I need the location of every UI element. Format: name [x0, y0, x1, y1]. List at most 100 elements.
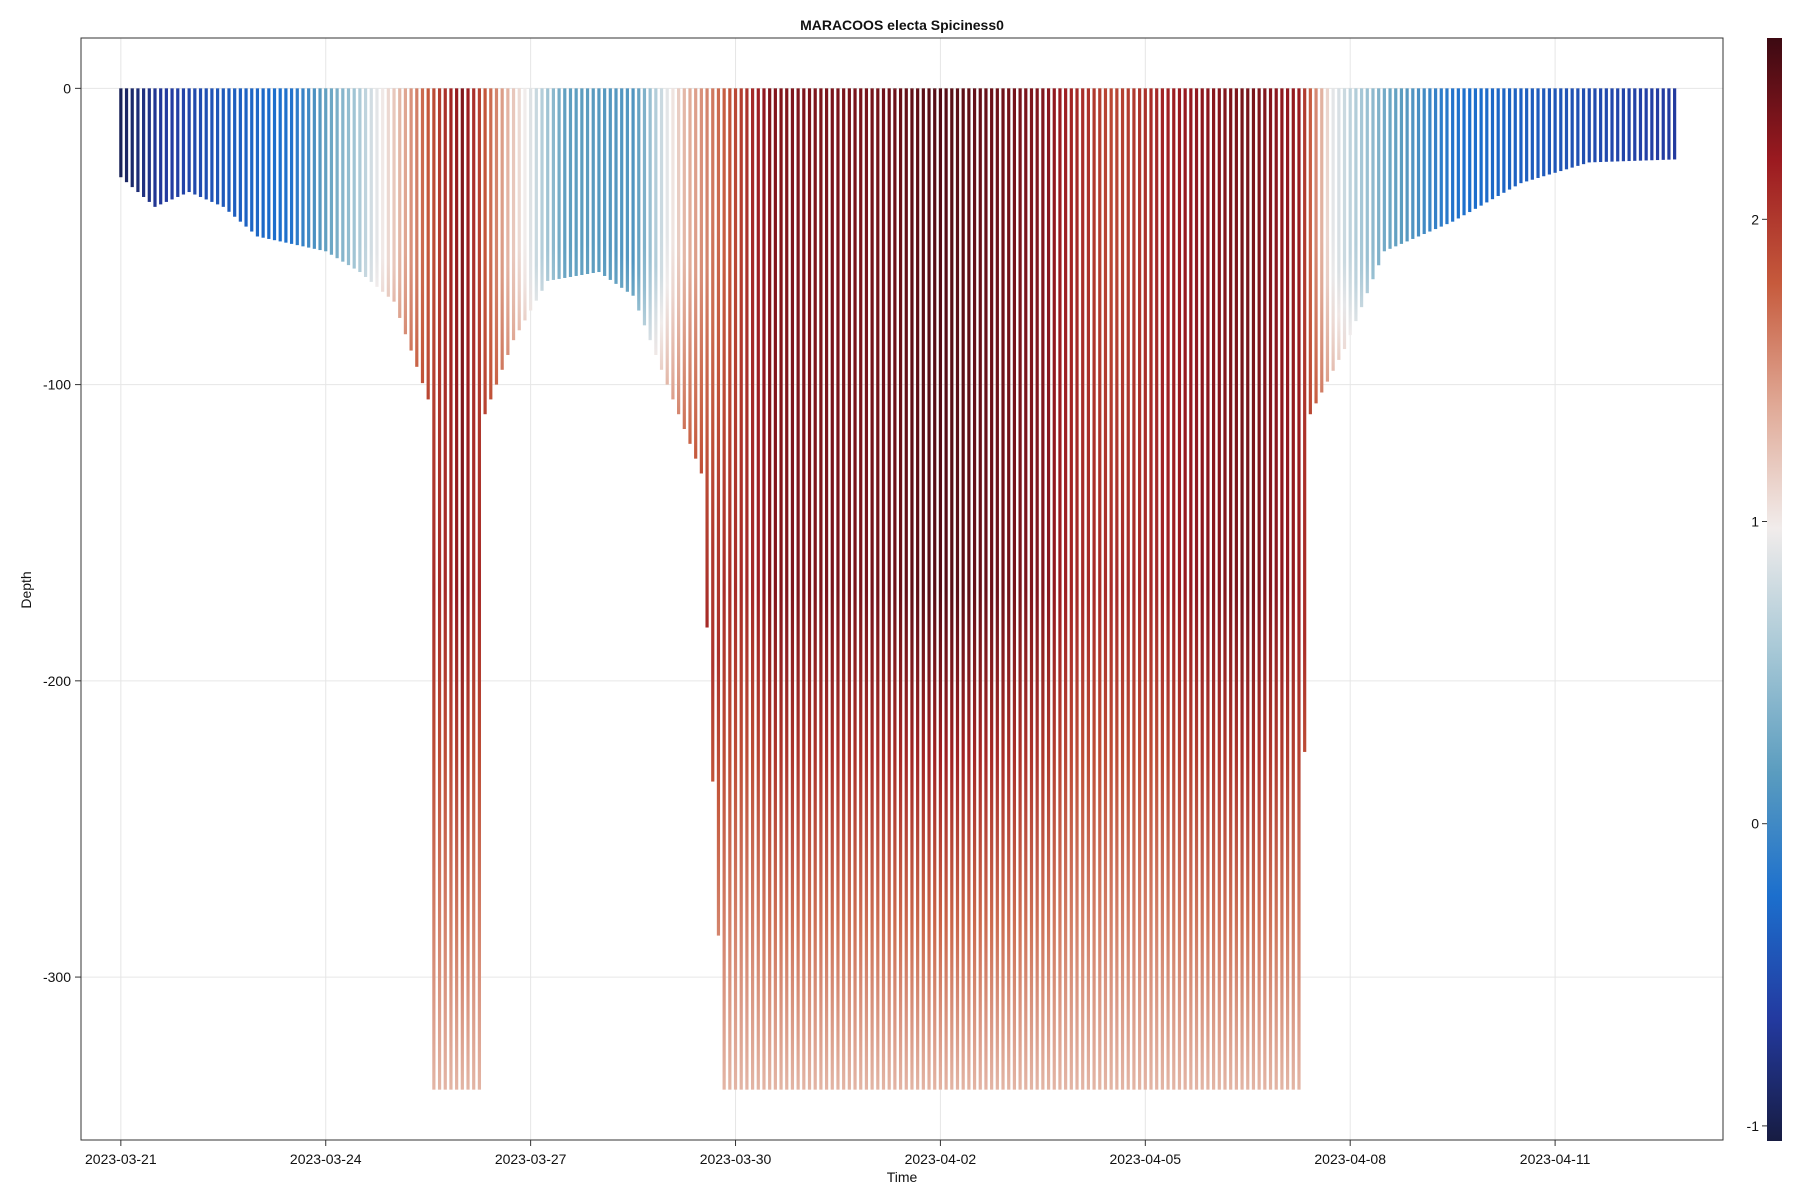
profile-cast: [403, 88, 408, 335]
profile-cast: [1616, 88, 1620, 162]
profile-cast: [466, 88, 470, 1090]
profile-cast: [238, 88, 242, 222]
profile-cast: [506, 88, 510, 355]
profile-cast: [398, 88, 402, 318]
profile-cast: [1416, 88, 1421, 237]
profile-cast: [853, 88, 857, 1090]
profile-cast: [1553, 88, 1557, 173]
profile-cast: [551, 88, 555, 280]
profile-cast: [603, 88, 607, 276]
colorbar-axis: 2 1 0 -1: [1747, 211, 1767, 1134]
profile-cast: [1428, 88, 1432, 232]
profile-cast: [1086, 88, 1090, 1090]
profile-cast: [130, 88, 134, 188]
profile-cast: [278, 88, 282, 242]
profile-cast: [620, 88, 624, 288]
profile-cast: [1029, 88, 1034, 1090]
profile-cast: [756, 88, 760, 1090]
profile-cast: [768, 88, 772, 1090]
profile-cast: [711, 88, 715, 782]
profile-cast: [1109, 88, 1113, 1090]
profile-cast: [836, 88, 840, 1090]
profile-cast: [807, 88, 812, 1090]
profile-cast: [1007, 88, 1011, 1090]
profile-cast: [1587, 88, 1591, 163]
profile-cast: [1308, 88, 1312, 415]
profile-cast: [460, 88, 464, 1090]
profile-cast: [864, 88, 869, 1090]
profile-cast: [1126, 88, 1130, 1090]
colorbar-tick-label: -1: [1747, 1118, 1760, 1134]
profile-cast: [1593, 88, 1597, 163]
profile-cast: [859, 88, 863, 1090]
profile-cast: [329, 88, 334, 255]
y-axis: 0 -100 -200 -300: [43, 80, 81, 985]
profile-cast: [142, 88, 146, 197]
profile-cast: [1559, 88, 1563, 172]
profile-cast: [984, 88, 988, 1090]
profile-cast: [1525, 88, 1529, 182]
profile-cast: [1177, 88, 1182, 1090]
profile-cast: [1365, 88, 1369, 294]
profile-cast: [437, 88, 442, 1090]
profile-cast: [1479, 88, 1483, 206]
profile-cast: [1314, 88, 1318, 404]
profile-cast: [614, 88, 618, 284]
profile-cast: [1189, 88, 1193, 1090]
profile-cast: [1024, 88, 1028, 1090]
profile-cast: [881, 88, 886, 1090]
profile-cast: [1303, 88, 1307, 752]
profile-cast: [631, 88, 635, 296]
profile-cast: [1377, 88, 1381, 266]
profile-cast: [563, 88, 567, 278]
profile-cast: [1337, 88, 1341, 360]
profile-cast: [1035, 88, 1039, 1090]
x-tick-label: 2023-03-21: [85, 1151, 157, 1167]
profile-cast: [500, 88, 504, 370]
profile-cast: [244, 88, 248, 227]
profile-cast: [733, 88, 738, 1090]
profile-cast: [608, 88, 612, 280]
profile-cast: [916, 88, 920, 1090]
profile-cast: [677, 88, 681, 415]
chart-title: MARACOOS electa Spiciness0: [800, 17, 1004, 33]
profile-cast: [381, 88, 385, 292]
profile-cast: [489, 88, 493, 400]
profile-cast: [443, 88, 447, 1090]
profile-cast: [1507, 88, 1512, 190]
profile-cast: [955, 88, 960, 1090]
profile-cast: [540, 88, 544, 291]
profile-cast: [1502, 88, 1506, 193]
profile-cast: [1229, 88, 1233, 1090]
profile-cast: [1212, 88, 1216, 1090]
profile-cast: [1092, 88, 1096, 1090]
profile-cast: [1382, 88, 1386, 252]
profile-cast: [995, 88, 999, 1090]
profile-cast: [876, 88, 880, 1090]
profile-cast: [1354, 88, 1358, 322]
profile-cast: [950, 88, 954, 1090]
profile-cast: [1018, 88, 1022, 1090]
y-tick-label: -200: [43, 673, 71, 689]
profile-cast: [1069, 88, 1073, 1090]
profile-cast: [745, 88, 749, 1090]
profile-cast: [221, 88, 225, 207]
profile-cast: [1422, 88, 1426, 235]
profile-cast: [124, 88, 129, 183]
profile-cast: [267, 88, 271, 239]
x-tick-label: 2023-03-24: [290, 1151, 362, 1167]
profile-cast: [449, 88, 453, 1090]
profile-cast: [1291, 88, 1295, 1090]
profile-cast: [1115, 88, 1119, 1090]
profile-cast: [198, 88, 203, 197]
profile-cast: [790, 88, 795, 1090]
profile-cast: [335, 88, 339, 259]
profile-cast: [1132, 88, 1136, 1090]
profile-cast: [1456, 88, 1460, 219]
profile-cast: [1297, 88, 1301, 1090]
profile-cast: [1530, 88, 1534, 180]
profile-cast: [1012, 88, 1017, 1090]
profile-cast: [193, 88, 197, 195]
profile-cast: [933, 88, 937, 1090]
profile-cast: [164, 88, 168, 202]
